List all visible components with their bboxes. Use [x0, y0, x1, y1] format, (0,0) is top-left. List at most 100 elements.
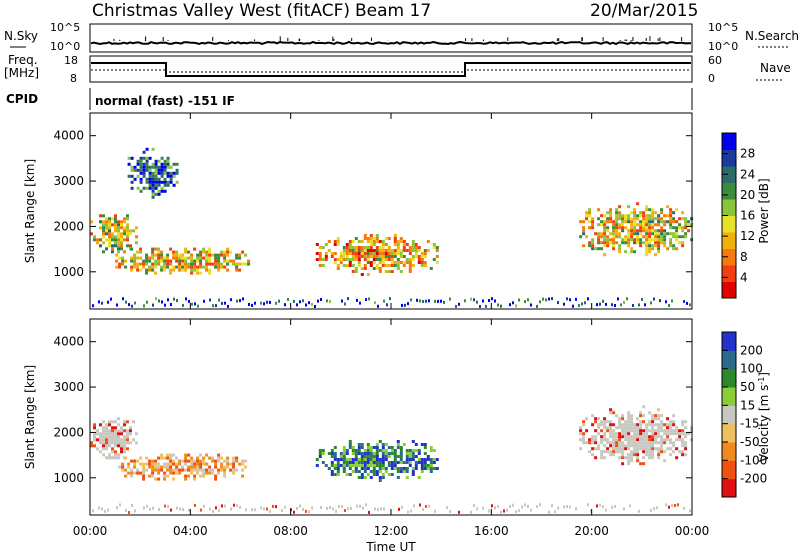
range-cell: [93, 235, 96, 239]
range-cell: [360, 255, 364, 258]
noise-cell: [320, 298, 322, 301]
range-cell: [157, 177, 161, 181]
range-cell: [108, 229, 111, 233]
power-data-layer: [90, 147, 694, 308]
nave-label: Nave: [760, 61, 791, 75]
range-cell: [105, 456, 108, 460]
range-cell: [627, 444, 631, 448]
range-cell: [351, 270, 355, 273]
range-cell: [585, 211, 589, 215]
range-cell: [175, 256, 179, 260]
range-cell: [651, 417, 655, 421]
range-cell: [597, 241, 601, 245]
range-cell: [151, 465, 155, 469]
range-cell: [669, 426, 673, 430]
range-cell: [348, 458, 352, 461]
range-cell: [220, 265, 224, 269]
range-cell: [405, 458, 409, 461]
range-cell: [157, 465, 161, 469]
range-cell: [217, 253, 221, 257]
range-cell: [591, 217, 595, 221]
range-cell: [175, 162, 179, 166]
noise-cell: [527, 298, 529, 302]
range-cell: [226, 456, 230, 460]
range-cell: [648, 229, 652, 233]
range-cell: [657, 247, 661, 251]
range-cell: [636, 450, 640, 454]
range-cell: [99, 450, 102, 454]
noise-cell: [383, 299, 385, 303]
noise-cell: [281, 509, 283, 513]
noise-cell: [146, 300, 148, 304]
range-cell: [342, 467, 346, 470]
range-cell: [651, 441, 655, 445]
range-cell: [102, 426, 105, 430]
range-cell: [330, 452, 334, 455]
range-cell: [321, 264, 325, 267]
range-cell: [235, 262, 239, 266]
range-cell: [154, 165, 158, 169]
range-cell: [357, 240, 361, 243]
range-cell: [681, 420, 685, 424]
range-cell: [193, 268, 197, 272]
x-tick-label: 04:00: [173, 524, 208, 538]
range-cell: [636, 217, 640, 221]
range-cell: [630, 426, 634, 430]
range-cell: [372, 446, 376, 449]
range-cell: [660, 217, 664, 221]
range-cell: [318, 455, 322, 458]
range-cell: [160, 156, 164, 160]
noise-cell: [302, 299, 304, 303]
range-cell: [142, 150, 146, 154]
noise-cell: [413, 504, 415, 508]
range-cell: [615, 426, 619, 430]
range-cell: [126, 420, 129, 424]
range-cell: [99, 238, 102, 242]
range-cell: [217, 259, 221, 263]
range-cell: [591, 447, 595, 451]
noise-cell: [488, 299, 490, 302]
range-cell: [136, 168, 140, 172]
freq-trace: [91, 62, 691, 77]
range-cell: [351, 249, 355, 252]
range-cell: [205, 253, 209, 257]
noise-cell: [683, 300, 685, 303]
noise-cell: [506, 508, 508, 512]
range-cell: [342, 258, 346, 261]
range-cell: [381, 246, 385, 249]
range-cell: [235, 253, 239, 257]
noise-cell: [146, 504, 148, 508]
noise-cell: [443, 300, 445, 304]
range-cell: [621, 426, 625, 430]
range-cell: [148, 165, 152, 169]
range-cell: [135, 241, 138, 245]
range-cell: [330, 449, 334, 452]
range-cell: [363, 458, 367, 461]
range-cell: [630, 429, 634, 433]
range-cell: [414, 243, 418, 246]
range-cell: [115, 259, 119, 263]
beam-label: Beam 17: [355, 1, 431, 21]
range-cell: [172, 253, 176, 257]
range-cell: [624, 423, 628, 427]
range-cell: [211, 468, 215, 472]
colorbar-tick-label: -100: [740, 453, 767, 467]
range-cell: [120, 226, 123, 230]
range-cell: [597, 432, 601, 436]
range-cell: [163, 262, 167, 266]
range-cell: [396, 467, 400, 470]
range-cell: [393, 461, 397, 464]
range-cell: [405, 258, 409, 261]
range-cell: [123, 250, 126, 254]
range-cell: [154, 459, 158, 463]
range-cell: [399, 449, 403, 452]
range-cell: [630, 220, 634, 224]
range-cell: [435, 249, 439, 252]
range-cell: [102, 241, 105, 245]
range-cell: [93, 432, 96, 436]
noise-cell: [512, 503, 514, 507]
noise-cell: [668, 304, 670, 307]
range-cell: [357, 464, 361, 467]
range-cell: [609, 450, 613, 454]
range-cell: [654, 441, 658, 445]
